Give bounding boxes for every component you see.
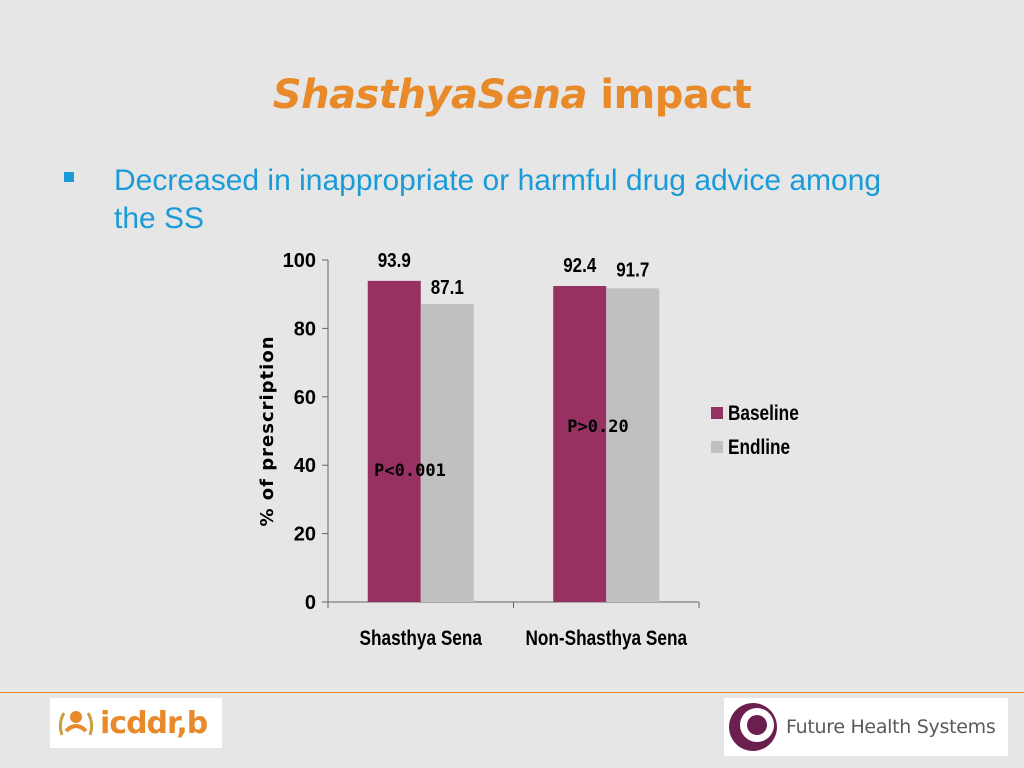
icddrb-logo: icddr,b <box>50 698 222 748</box>
legend-swatch-baseline <box>711 407 723 419</box>
bar-endline <box>420 304 474 602</box>
y-tick-label: 100 <box>283 250 316 272</box>
fhs-logo-text: Future Health Systems <box>786 716 996 738</box>
fhs-logo: Future Health Systems <box>724 698 1008 756</box>
bullet-text: Decreased in inappropriate or harmful dr… <box>114 164 882 235</box>
legend-swatch-endline <box>711 441 723 453</box>
fhs-emblem-icon <box>729 703 777 751</box>
p-value-annotation: P<0.001 <box>374 461 446 481</box>
data-label: 87.1 <box>431 276 464 299</box>
data-label: 93.9 <box>378 249 411 272</box>
y-tick-label: 80 <box>294 318 316 340</box>
data-label: 92.4 <box>563 254 597 277</box>
legend-label: Endline <box>728 437 790 460</box>
bullet-marker <box>64 172 74 182</box>
x-category-label: Non-Shasthya Sena <box>525 628 687 651</box>
footer-divider <box>0 692 1024 693</box>
bar-baseline <box>367 280 421 602</box>
bar-endline <box>606 288 660 602</box>
y-tick-label: 40 <box>294 455 316 477</box>
slide-title-italic: ShasthyaSena <box>272 72 588 118</box>
data-label: 91.7 <box>616 258 649 281</box>
slide-title-rest: impact <box>586 72 752 118</box>
slide-title: ShasthyaSena impact <box>0 72 1024 118</box>
y-tick-label: 20 <box>294 524 316 546</box>
icddrb-emblem-icon <box>58 711 94 736</box>
p-value-annotation: P>0.20 <box>567 417 628 437</box>
y-tick-label: 60 <box>294 387 316 409</box>
icddrb-logo-text: icddr,b <box>100 705 208 741</box>
bar-chart: 0 20 40 60 80 100 93.9 87.1 Shasthya Sena 92.4 91.… <box>257 249 799 651</box>
bar-baseline <box>553 285 607 602</box>
x-category-label: Shasthya Sena <box>360 628 483 651</box>
y-axis-label: % of prescription <box>257 335 278 526</box>
legend-label: Baseline <box>728 403 799 426</box>
y-tick-label: 0 <box>305 592 316 614</box>
